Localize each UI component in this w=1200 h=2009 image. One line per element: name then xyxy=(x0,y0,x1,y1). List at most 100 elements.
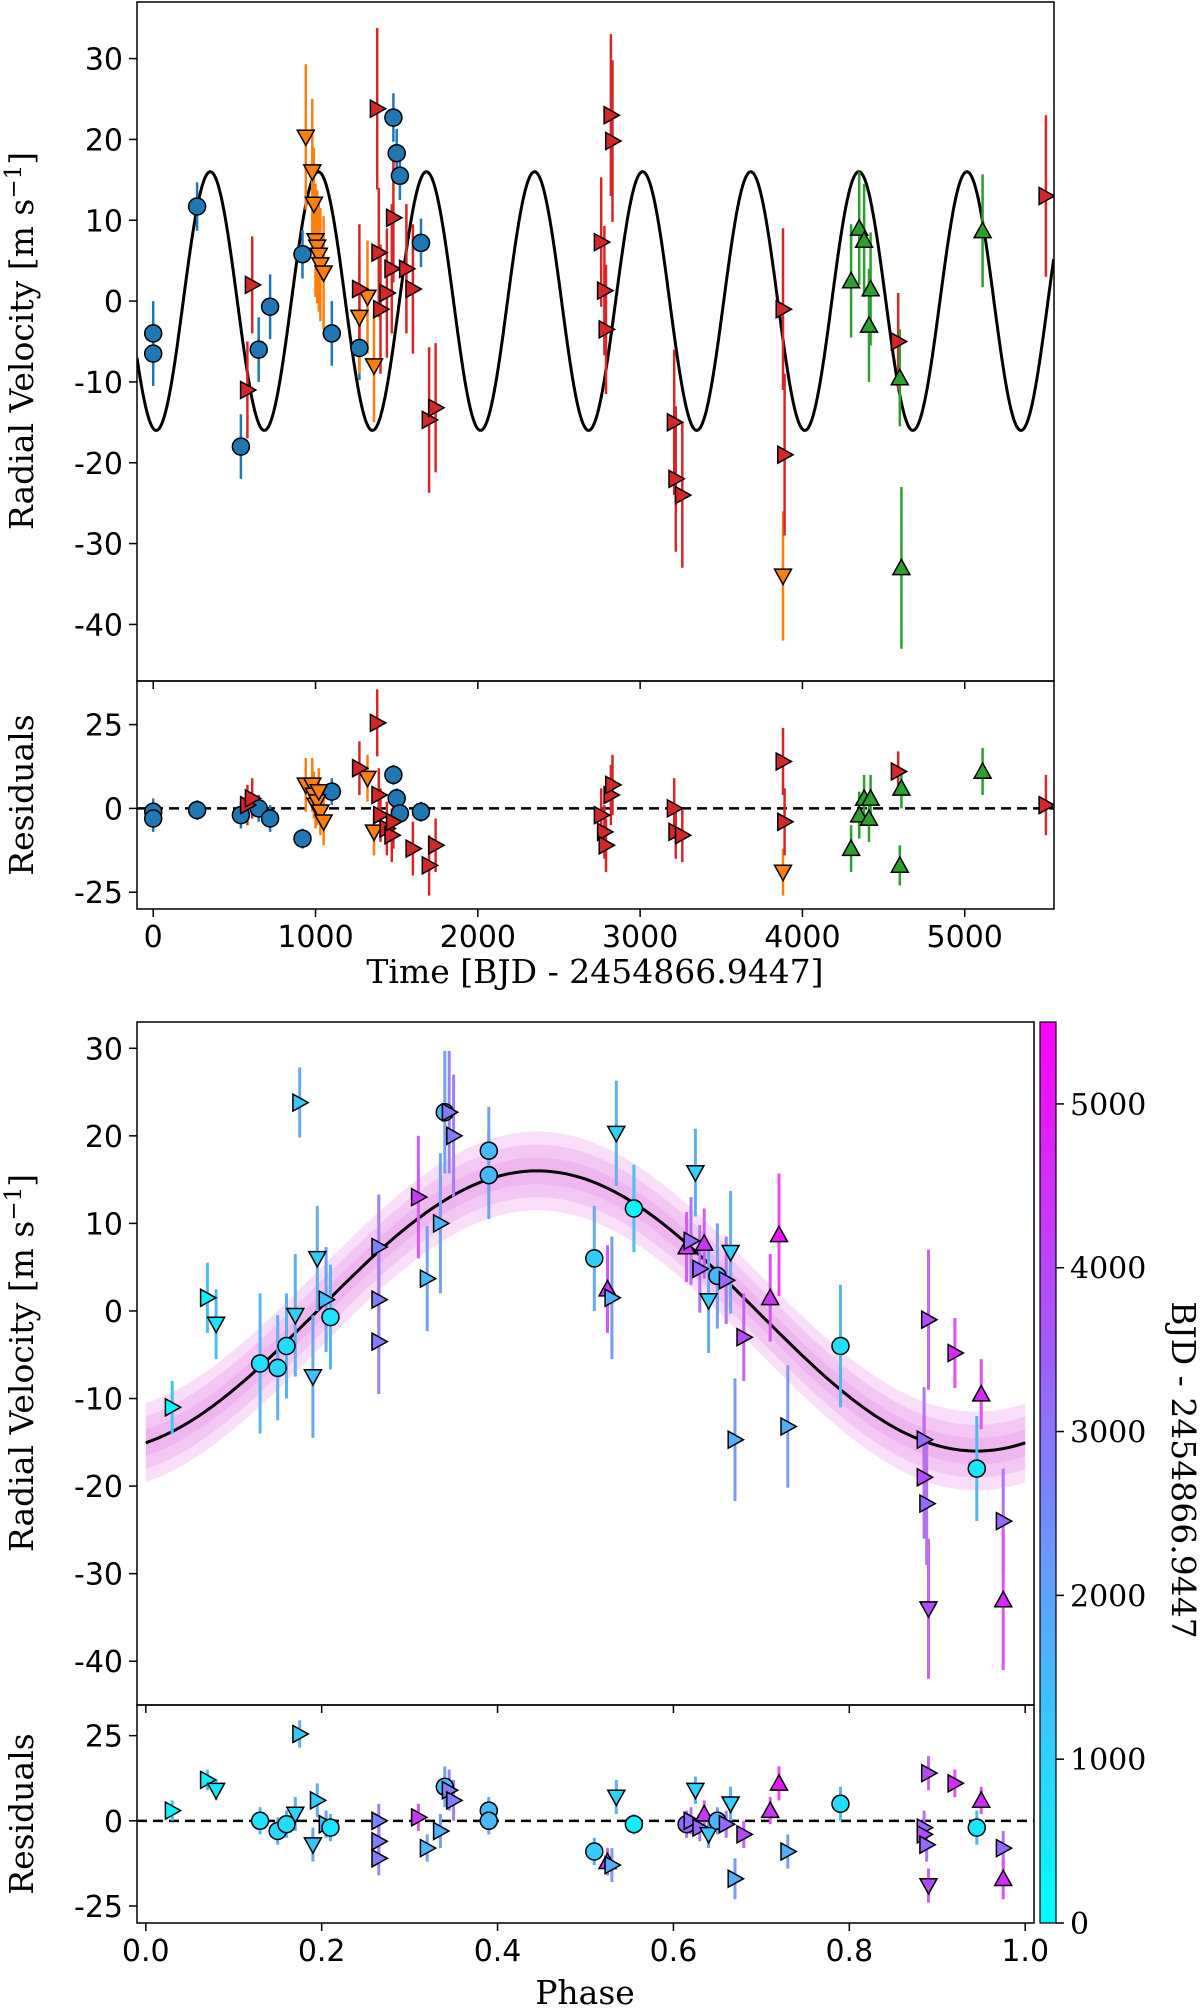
x-tick-label: 4000 xyxy=(764,920,840,955)
x-axis-label-phase: Phase xyxy=(535,1973,635,2009)
y-axis-label-residuals-phase: Residuals xyxy=(2,1733,41,1894)
phase-data-point xyxy=(947,1343,965,1363)
residual-point-inst1 xyxy=(293,829,312,848)
y-tick-label: -10 xyxy=(74,366,123,401)
y-tick-label: -20 xyxy=(74,447,123,482)
data-point-inst3 xyxy=(674,485,693,505)
residual-point-inst4 xyxy=(860,788,881,806)
data-point-inst3 xyxy=(369,98,388,119)
x-tick-label: 1.0 xyxy=(1001,1934,1049,1969)
phase-residual-point xyxy=(919,1834,937,1855)
phase-residual-point xyxy=(993,1868,1013,1887)
phase-data-point xyxy=(831,1336,850,1356)
residual-point-inst3 xyxy=(371,785,389,805)
y-tick-label: 0 xyxy=(104,1805,123,1840)
data-point-inst1 xyxy=(143,344,163,363)
colorbar-label: BJD - 2454866.9447 xyxy=(1164,1301,1200,1639)
y-axis-label-residuals-time: Residuals xyxy=(2,714,41,875)
phase-data-point xyxy=(307,1250,328,1269)
phase-data-point xyxy=(206,1316,226,1335)
phase-data-point xyxy=(268,1358,287,1378)
x-tick-label: 0.2 xyxy=(298,1934,346,1969)
data-point-inst3 xyxy=(398,259,417,279)
residual-point-inst3 xyxy=(244,788,263,809)
x-ticks-residuals-time: 0 1000 2000 3000 4000 5000 xyxy=(144,909,1003,955)
phase-residual-point xyxy=(718,1814,737,1834)
x-tick-label: 0.4 xyxy=(474,1934,522,1969)
phase-residual-point xyxy=(694,1803,714,1822)
residual-point-inst3 xyxy=(674,825,693,845)
panel-residuals-phase-frame xyxy=(136,1704,1035,1924)
phase-residual-point xyxy=(303,1837,323,1855)
panel-rv-time: -40 -30 -20 -10 0 10 20 30 Radial Velocity [m s… xyxy=(1,1,1055,689)
phase-data-point xyxy=(292,1092,310,1113)
phase-residual-point xyxy=(967,1818,987,1837)
phase-residual-point xyxy=(250,1811,270,1831)
phase-data-point xyxy=(919,1493,937,1514)
residual-point-inst4 xyxy=(841,838,861,857)
phase-residual-point xyxy=(371,1848,389,1869)
data-point-inst3 xyxy=(604,131,623,151)
phase-data-point xyxy=(371,1289,389,1310)
phase-data-point xyxy=(446,1126,464,1146)
phase-residual-point xyxy=(780,1841,798,1862)
residual-point-inst1 xyxy=(260,809,280,828)
y-tick-label: 0 xyxy=(104,285,123,320)
data-point-inst3 xyxy=(379,283,397,303)
phase-residual-point xyxy=(760,1800,780,1819)
phase-residual-point xyxy=(410,1807,429,1828)
phase-data-point xyxy=(769,1224,789,1243)
phase-residual-point xyxy=(479,1811,499,1831)
phase-data-point xyxy=(285,1307,306,1326)
phase-data-point xyxy=(371,1237,389,1257)
model-curve-phase xyxy=(145,1169,1026,1453)
y-ticks-residuals-time: -25 0 25 xyxy=(74,709,137,911)
phase-data-point xyxy=(995,1511,1014,1531)
data-point-inst3 xyxy=(351,279,370,299)
residual-point-inst2 xyxy=(773,864,793,883)
colorbar-gradient xyxy=(1039,1021,1057,1924)
residual-point-inst3 xyxy=(593,805,612,825)
y-tick-label: 25 xyxy=(85,1720,123,1755)
phase-data-point xyxy=(967,1459,987,1478)
data-point-inst3 xyxy=(598,319,617,340)
phase-residual-point xyxy=(277,1814,296,1834)
phase-data-point xyxy=(479,1141,499,1160)
phase-data-point xyxy=(916,1467,935,1488)
residual-point-inst3 xyxy=(666,798,685,819)
phase-residual-point xyxy=(769,1773,789,1791)
data-point-inst3 xyxy=(239,380,258,400)
y-tick-label: -25 xyxy=(74,1890,123,1925)
x-tick-label: 2000 xyxy=(440,920,516,955)
data-point-inst2 xyxy=(364,358,384,376)
data-point-inst3 xyxy=(668,469,686,489)
panel-residuals-time-frame xyxy=(136,680,1055,910)
data-point-inst1 xyxy=(260,297,280,316)
data-point-inst1 xyxy=(249,340,268,359)
data-point-inst3 xyxy=(372,299,391,319)
y-tick-label: -40 xyxy=(74,608,123,643)
x-tick-label: 5000 xyxy=(927,920,1003,955)
phase-residual-point xyxy=(309,1790,328,1811)
colorbar-ticks: 0 1000 2000 3000 4000 5000 xyxy=(1056,1088,1146,1942)
residual-point-inst4 xyxy=(859,808,879,827)
model-phase-curve xyxy=(145,1169,1026,1453)
phase-residual-point xyxy=(918,1877,939,1896)
data-point-inst3 xyxy=(666,412,685,433)
phase-residual-point xyxy=(720,1796,741,1814)
data-point-inst4 xyxy=(841,270,861,289)
phase-residual-point xyxy=(321,1818,340,1837)
phase-data-point xyxy=(920,1309,939,1330)
y-tick-label: 20 xyxy=(85,123,123,158)
phase-residual-point xyxy=(685,1782,706,1801)
y-ticks-rv-phase: -40 -30 -20 -10 0 10 20 30 xyxy=(74,1032,137,1680)
phase-residual-point xyxy=(624,1814,644,1834)
phase-data-point xyxy=(685,1165,706,1183)
y-tick-label: -40 xyxy=(74,1645,123,1680)
data-point-inst2 xyxy=(773,568,793,586)
data-point-inst3 xyxy=(596,280,615,301)
panel-residuals-time: -25 0 25 0 1000 2000 3000 4000 5000 Residuals T… xyxy=(2,680,1055,991)
y-tick-label: -20 xyxy=(74,1470,123,1505)
phase-residual-point xyxy=(698,1826,719,1845)
phase-residual-point xyxy=(292,1724,310,1744)
